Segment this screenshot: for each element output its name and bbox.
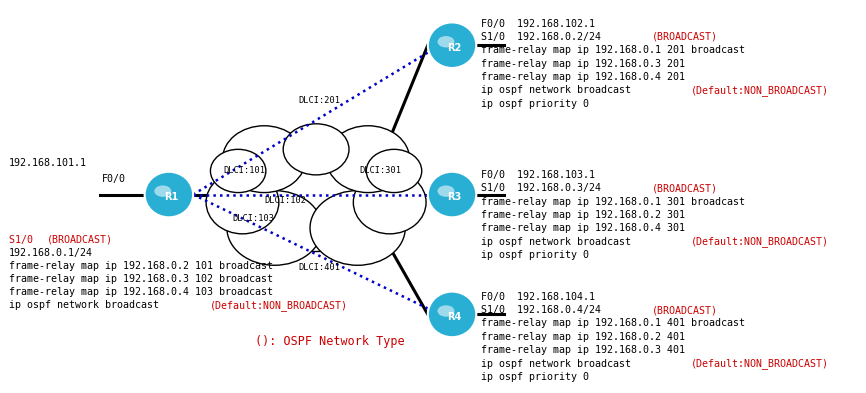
Text: DLCI:101: DLCI:101: [223, 167, 265, 175]
Text: ip ospf network broadcast: ip ospf network broadcast: [481, 358, 643, 369]
Text: (Default:NON_BROADCAST): (Default:NON_BROADCAST): [690, 358, 829, 369]
Ellipse shape: [437, 36, 455, 48]
Text: frame-relay map ip 192.168.0.1 401 broadcast: frame-relay map ip 192.168.0.1 401 broad…: [481, 318, 746, 329]
Text: ip ospf network broadcast: ip ospf network broadcast: [9, 300, 165, 310]
Text: (Default:NON_BROADCAST): (Default:NON_BROADCAST): [690, 236, 829, 247]
Text: ip ospf priority 0: ip ospf priority 0: [481, 99, 590, 109]
Text: S1/0: S1/0: [9, 235, 39, 245]
Text: R3: R3: [448, 192, 462, 202]
Text: frame-relay map ip 192.168.0.2 401: frame-relay map ip 192.168.0.2 401: [481, 332, 686, 342]
Ellipse shape: [366, 149, 422, 193]
Text: ip ospf network broadcast: ip ospf network broadcast: [481, 85, 643, 95]
Ellipse shape: [428, 292, 476, 337]
Ellipse shape: [428, 172, 476, 217]
Ellipse shape: [310, 191, 405, 265]
Text: (BROADCAST): (BROADCAST): [652, 32, 718, 42]
Text: F0/0: F0/0: [102, 174, 126, 184]
Text: S1/0  192.168.0.3/24: S1/0 192.168.0.3/24: [481, 183, 613, 193]
Text: DLCI:102: DLCI:102: [264, 196, 306, 205]
Text: (BROADCAST): (BROADCAST): [652, 305, 718, 315]
Ellipse shape: [206, 171, 279, 234]
Text: (): OSPF Network Type: (): OSPF Network Type: [255, 335, 405, 349]
Text: DLCI:201: DLCI:201: [299, 96, 340, 105]
Text: (Default:NON_BROADCAST): (Default:NON_BROADCAST): [690, 85, 829, 96]
Text: S1/0  192.168.0.2/24: S1/0 192.168.0.2/24: [481, 32, 613, 42]
Ellipse shape: [353, 171, 426, 234]
Ellipse shape: [437, 185, 455, 197]
Text: frame-relay map ip 192.168.0.1 201 broadcast: frame-relay map ip 192.168.0.1 201 broad…: [481, 45, 746, 55]
Ellipse shape: [326, 126, 410, 193]
Text: DLCI:103: DLCI:103: [232, 214, 274, 222]
Text: R1: R1: [165, 192, 178, 202]
Text: frame-relay map ip 192.168.0.4 201: frame-relay map ip 192.168.0.4 201: [481, 72, 686, 82]
Text: S1/0  192.168.0.4/24: S1/0 192.168.0.4/24: [481, 305, 613, 315]
Text: R4: R4: [448, 312, 462, 322]
Ellipse shape: [210, 149, 266, 193]
Ellipse shape: [145, 172, 193, 217]
Text: frame-relay map ip 192.168.0.4 301: frame-relay map ip 192.168.0.4 301: [481, 223, 686, 233]
Text: frame-relay map ip 192.168.0.4 103 broadcast: frame-relay map ip 192.168.0.4 103 broad…: [9, 287, 273, 298]
Ellipse shape: [428, 22, 476, 68]
Text: frame-relay map ip 192.168.0.1 301 broadcast: frame-relay map ip 192.168.0.1 301 broad…: [481, 196, 746, 207]
Ellipse shape: [437, 305, 455, 317]
Text: frame-relay map ip 192.168.0.2 301: frame-relay map ip 192.168.0.2 301: [481, 210, 686, 220]
Ellipse shape: [283, 124, 349, 175]
Text: F0/0  192.168.102.1: F0/0 192.168.102.1: [481, 18, 596, 29]
Text: frame-relay map ip 192.168.0.3 401: frame-relay map ip 192.168.0.3 401: [481, 345, 686, 355]
Text: F0/0  192.168.103.1: F0/0 192.168.103.1: [481, 170, 596, 180]
Ellipse shape: [223, 126, 306, 193]
Text: DLCI:301: DLCI:301: [359, 167, 401, 175]
Text: (BROADCAST): (BROADCAST): [48, 235, 113, 245]
Ellipse shape: [227, 191, 322, 265]
Text: frame-relay map ip 192.168.0.3 102 broadcast: frame-relay map ip 192.168.0.3 102 broad…: [9, 274, 273, 285]
Text: 192.168.101.1: 192.168.101.1: [9, 158, 87, 168]
Text: frame-relay map ip 192.168.0.3 201: frame-relay map ip 192.168.0.3 201: [481, 59, 686, 69]
Text: (BROADCAST): (BROADCAST): [652, 183, 718, 193]
Text: 192.168.0.1/24: 192.168.0.1/24: [9, 248, 93, 259]
Ellipse shape: [154, 185, 171, 197]
Text: DLCI:401: DLCI:401: [299, 263, 340, 272]
Text: ip ospf network broadcast: ip ospf network broadcast: [481, 237, 643, 247]
Ellipse shape: [254, 138, 378, 252]
Text: R2: R2: [448, 43, 462, 53]
Text: F0/0  192.168.104.1: F0/0 192.168.104.1: [481, 292, 596, 302]
Text: (Default:NON_BROADCAST): (Default:NON_BROADCAST): [210, 300, 348, 311]
Text: ip ospf priority 0: ip ospf priority 0: [481, 372, 590, 382]
Text: ip ospf priority 0: ip ospf priority 0: [481, 250, 590, 260]
Text: frame-relay map ip 192.168.0.2 101 broadcast: frame-relay map ip 192.168.0.2 101 broad…: [9, 261, 273, 272]
